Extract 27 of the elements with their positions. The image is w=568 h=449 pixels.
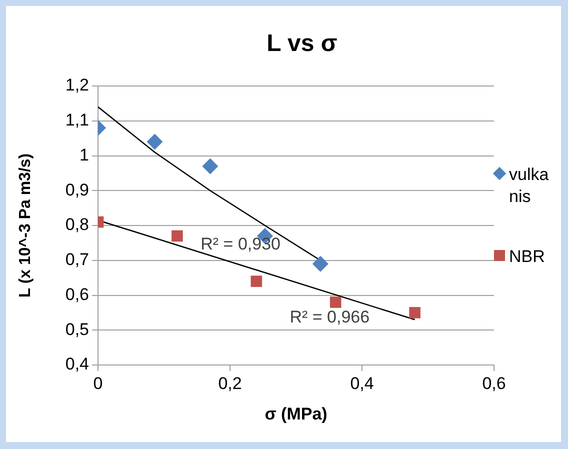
legend-label: vulkanis (509, 164, 550, 208)
x-tick-label: 0,6 (482, 374, 506, 393)
point (330, 296, 342, 308)
y-tick-label: 1,2 (65, 76, 89, 95)
y-tick-label: 0,6 (65, 284, 89, 304)
y-tick-label: 0,5 (65, 320, 89, 339)
y-tick-label: 1 (80, 145, 89, 164)
y-tick-label: 0,8 (65, 215, 89, 234)
legend-label: NBR (509, 246, 546, 268)
point (312, 256, 328, 272)
y-tick-label: 0,7 (65, 250, 89, 270)
point (202, 158, 218, 174)
y-tick-label: 1,1 (65, 110, 89, 130)
point (409, 307, 420, 318)
point (250, 276, 262, 287)
annotation: R² = 0,930 (200, 234, 280, 254)
x-tick-label: 0,2 (218, 374, 242, 393)
x-tick-label: 0,4 (350, 374, 374, 393)
point (172, 230, 183, 242)
y-tick-label: 0,4 (65, 354, 89, 374)
point (146, 134, 163, 150)
x-tick-label: 0 (93, 374, 103, 393)
annotation: R² = 0,966 (290, 307, 370, 326)
y-axis-title: L (x 10^-3 Pa m3/s) (17, 153, 34, 298)
y-tick-label: 0,9 (65, 180, 89, 200)
x-axis-title: σ (MPa) (264, 404, 328, 424)
chart-title: L vs σ (266, 30, 338, 58)
